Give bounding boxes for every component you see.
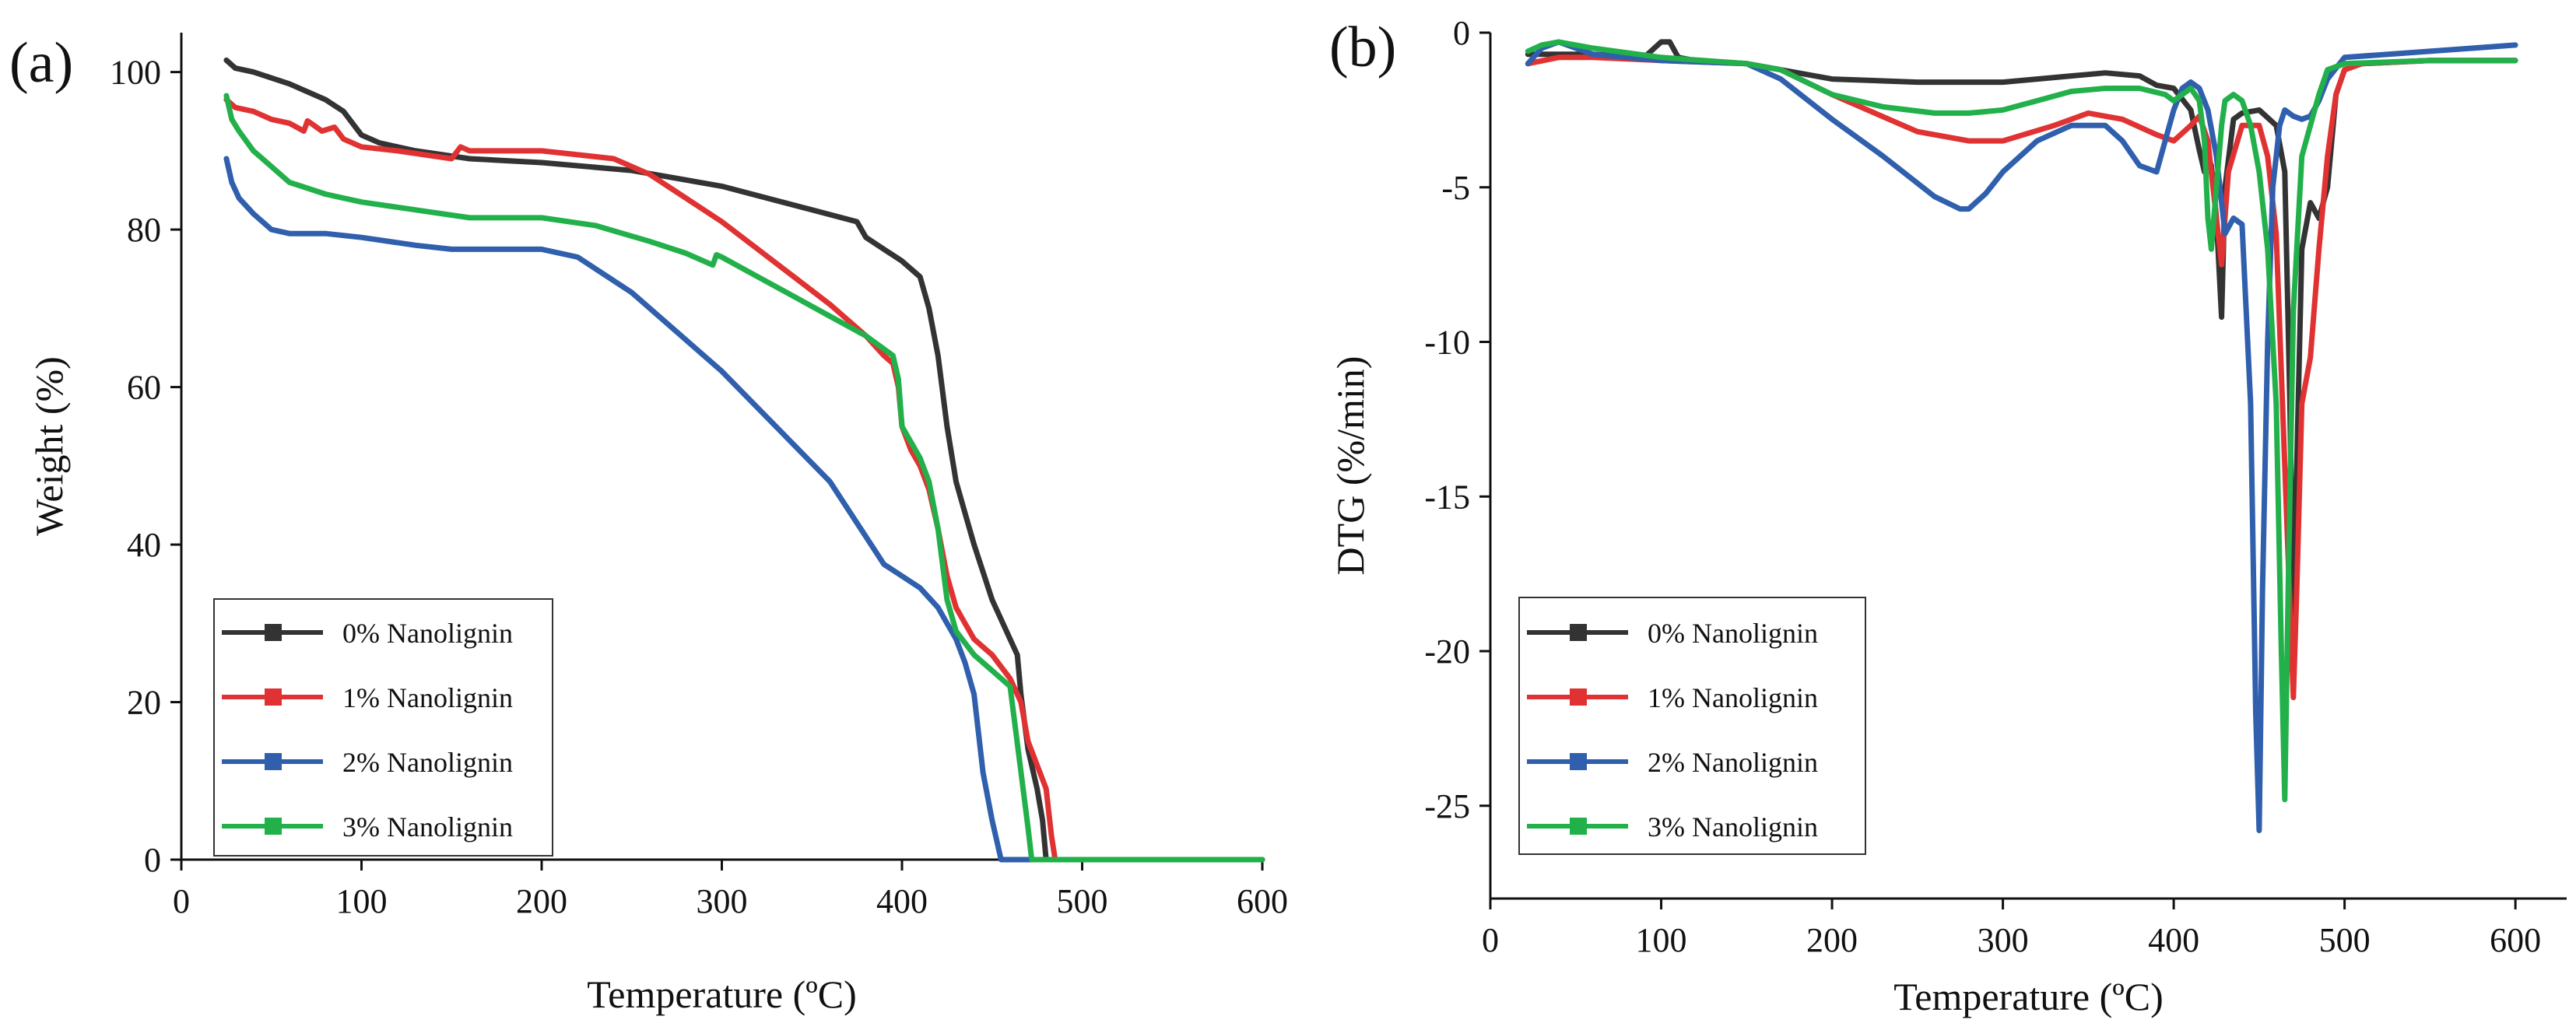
x-tick-label: 400 [876, 882, 928, 920]
legend-label-3: 3% Nanolignin [342, 811, 513, 843]
legend-marker-3 [265, 818, 282, 835]
y-tick-label: -15 [1424, 478, 1470, 516]
y-tick-label: 20 [127, 684, 161, 722]
y-axis-title: DTG (%/min) [1328, 356, 1372, 576]
legend-marker-2 [265, 753, 282, 770]
legend-marker-3 [1570, 818, 1587, 835]
series-line-2 [1525, 39, 2518, 833]
y-tick-label: 0 [144, 841, 161, 879]
legend-marker-0 [1570, 624, 1587, 641]
series-line-2 [223, 156, 1265, 863]
x-tick-label: 100 [1636, 921, 1687, 959]
x-axis-title: Temperature (ºC) [587, 972, 857, 1016]
panel-label: (b) [1329, 16, 1396, 79]
x-tick-label: 400 [2148, 921, 2199, 959]
legend: 0% Nanolignin 1% Nanolignin 2% Nanolignin 3… [1518, 597, 1866, 855]
y-tick-label: -20 [1424, 632, 1470, 671]
x-tick-label: 500 [1057, 882, 1108, 920]
legend-marker-2 [1570, 753, 1587, 770]
chart-panel-b: 0 100 200 300 400 500 600 0 -5 -10 -15 -20 -25 Temper… [1328, 14, 2567, 1018]
series-line-3 [1525, 39, 2518, 803]
y-axis-title: Weight (%) [27, 356, 71, 536]
series-line-1 [223, 96, 1265, 863]
x-tick-label: 200 [516, 882, 567, 920]
x-tick-label: 300 [1978, 921, 2029, 959]
x-tick-label: 300 [697, 882, 748, 920]
y-tick-label: 80 [127, 211, 161, 249]
x-tick-label: 600 [2490, 921, 2541, 959]
y-tick-label: 60 [127, 369, 161, 407]
x-tick-label: 500 [2319, 921, 2371, 959]
legend-marker-1 [1570, 688, 1587, 706]
y-tick-label: 40 [127, 526, 161, 564]
y-tick-label: -5 [1441, 169, 1470, 207]
chart-panel-a: 0 100 200 300 400 500 600 0 20 40 60 80 100 Temperatu… [9, 31, 1288, 1016]
legend-label-3: 3% Nanolignin [1648, 811, 1818, 843]
series-line-0 [1525, 39, 2518, 639]
x-tick-label: 100 [336, 882, 388, 920]
x-tick-label: 200 [1806, 921, 1858, 959]
legend: 0% Nanolignin 1% Nanolignin 2% Nanolignin 3… [213, 598, 553, 857]
legend-label-0: 0% Nanolignin [342, 618, 513, 649]
legend-marker-0 [265, 624, 282, 641]
y-tick-label: 100 [110, 54, 161, 92]
y-tick-label: -10 [1424, 324, 1470, 362]
legend-label-0: 0% Nanolignin [1648, 618, 1818, 649]
y-tick-label: 0 [1453, 14, 1470, 52]
y-tick-label: -25 [1424, 787, 1470, 825]
x-tick-label: 0 [1482, 921, 1499, 959]
legend-label-1: 1% Nanolignin [342, 682, 513, 713]
series-line-3 [223, 93, 1265, 863]
panel-label: (a) [9, 31, 73, 95]
legend-box [213, 598, 553, 857]
x-axis-title: Temperature (ºC) [1893, 975, 2164, 1018]
legend-marker-1 [265, 688, 282, 706]
legend-label-2: 2% Nanolignin [1648, 747, 1818, 778]
legend-label-2: 2% Nanolignin [342, 747, 513, 778]
legend-label-1: 1% Nanolignin [1648, 682, 1818, 713]
x-tick-label: 0 [173, 882, 190, 920]
x-tick-label: 600 [1237, 882, 1288, 920]
series-line-0 [223, 57, 1265, 863]
